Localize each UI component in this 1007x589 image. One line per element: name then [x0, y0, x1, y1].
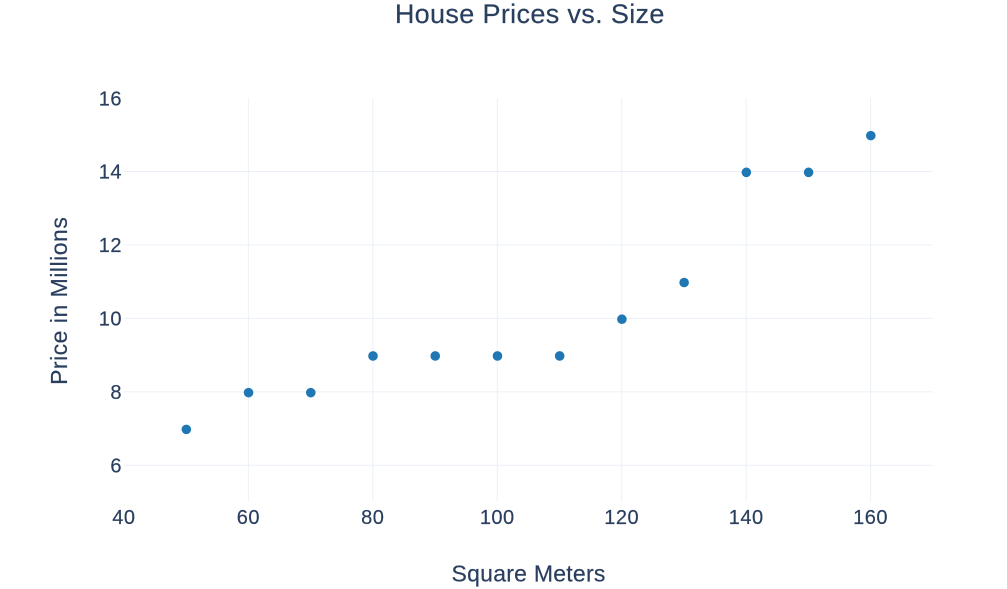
- svg-text:100: 100: [480, 507, 515, 529]
- svg-text:160: 160: [853, 507, 888, 529]
- svg-text:10: 10: [99, 309, 122, 331]
- svg-text:140: 140: [729, 507, 764, 529]
- svg-text:14: 14: [99, 162, 122, 184]
- svg-text:8: 8: [110, 382, 122, 404]
- svg-text:80: 80: [361, 507, 384, 529]
- svg-text:120: 120: [604, 507, 639, 529]
- svg-text:House Prices vs. Size: House Prices vs. Size: [395, 0, 665, 29]
- svg-text:Price in Millions: Price in Millions: [46, 217, 72, 385]
- svg-text:40: 40: [112, 507, 135, 529]
- svg-text:60: 60: [237, 507, 260, 529]
- svg-text:12: 12: [99, 235, 122, 257]
- svg-text:6: 6: [110, 456, 122, 478]
- svg-text:16: 16: [99, 88, 122, 110]
- svg-text:Square Meters: Square Meters: [452, 560, 606, 586]
